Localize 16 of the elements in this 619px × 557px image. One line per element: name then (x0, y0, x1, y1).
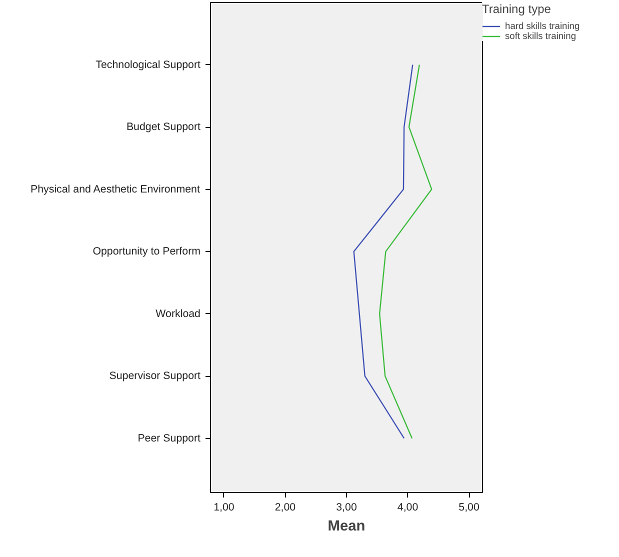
y-tick-label: Physical and Aesthetic Environment (30, 183, 200, 196)
y-tick-label: Opportunity to Perform (92, 246, 201, 258)
legend-label: soft skills training (505, 31, 576, 41)
x-axis-title: Mean (328, 518, 366, 534)
y-tick-label: Peer Support (138, 432, 201, 444)
x-tick-label: 3,00 (336, 502, 357, 514)
legend-title: Training type (482, 2, 552, 16)
x-tick-label: 2,00 (274, 502, 296, 514)
y-tick-label: Workload (156, 308, 201, 320)
x-tick-label: 1,00 (214, 502, 234, 514)
y-tick-label: Budget Support (126, 121, 201, 134)
x-tick-label: 5,00 (458, 502, 480, 514)
y-tick-label: Technological Support (96, 58, 201, 71)
legend-label: hard skills training (505, 21, 580, 31)
y-tick-label: Supervisor Support (109, 370, 201, 382)
x-tick-label: 4,00 (397, 502, 418, 514)
